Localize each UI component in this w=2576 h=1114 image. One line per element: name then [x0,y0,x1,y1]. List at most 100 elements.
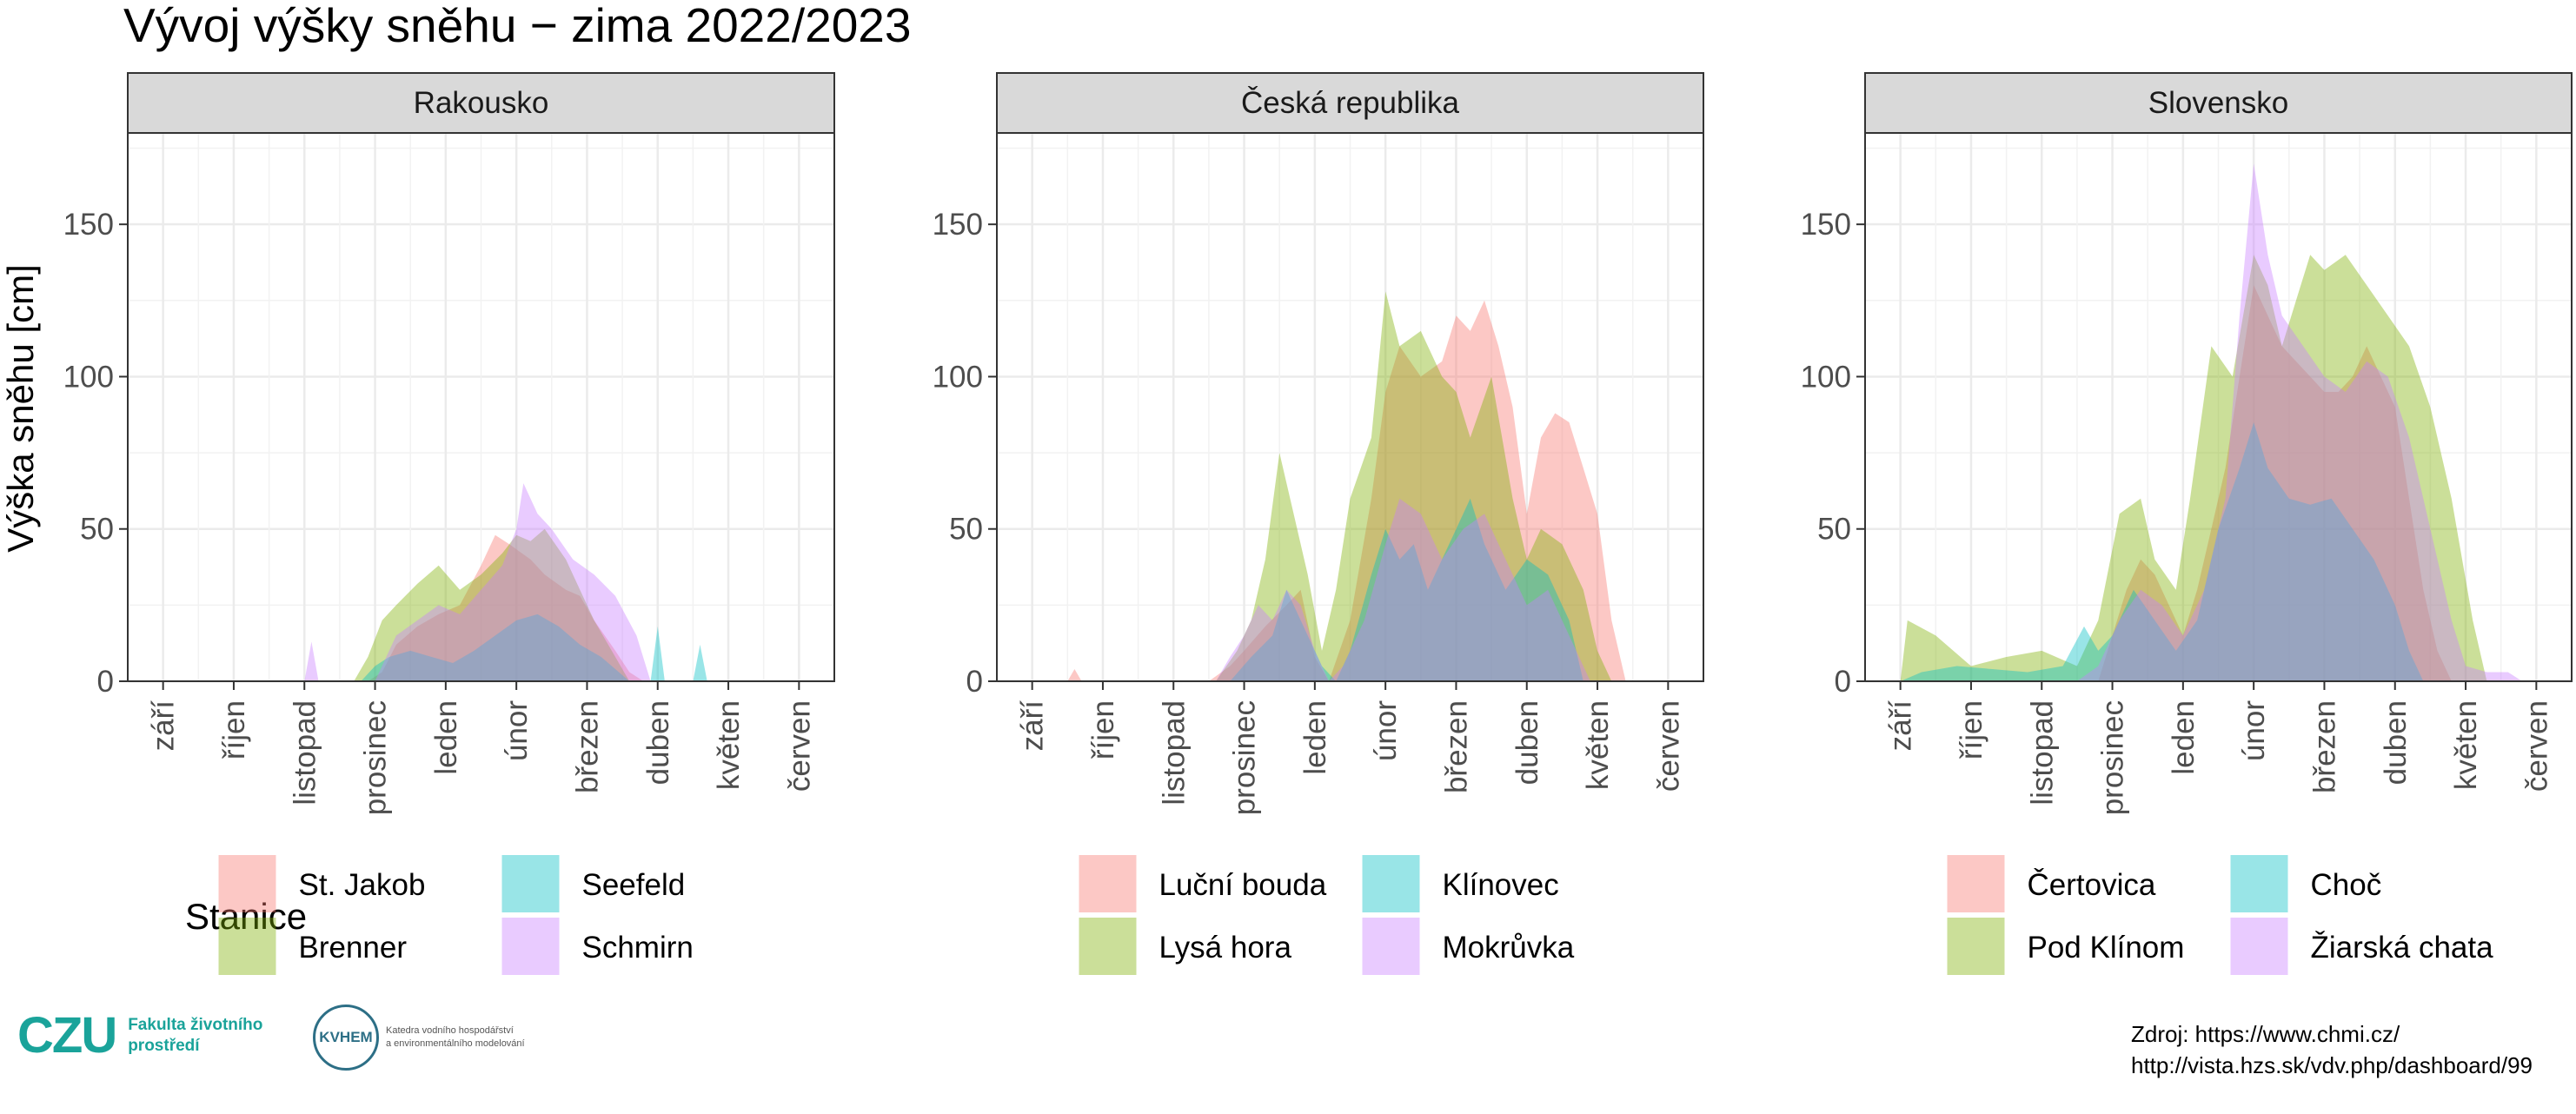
series-area--iarsk-chata [2076,163,2523,682]
x-tick-label: únor [1369,700,1403,761]
x-tick-label: září [1884,700,1918,752]
x-tick-label: prosinec [1228,700,1262,815]
x-tick-label: prosinec [2096,700,2130,815]
series-area-mokr-vka [1216,498,1590,681]
y-tick-label: 150 [933,208,983,242]
legend-key [1362,918,1420,975]
panel-1: Česká republika 0 50 100 150 září říjen listopa… [933,72,1704,975]
y-tick-label: 100 [1801,360,1851,394]
x-tick-label: květen [712,700,746,790]
panel-2: Slovensko 0 50 100 150 září říjen listopad prosi… [1801,72,2573,975]
y-tick-label: 50 [80,513,114,547]
legend-key [218,855,276,912]
x-tick-label: květen [2449,700,2483,790]
series-area-kl-novec [1230,498,1583,681]
x-tick-label: duben [2379,700,2413,785]
legend-key [1362,855,1420,912]
kvhem-logo: KVHEM Katedra vodního hospodářství a env… [313,1005,525,1071]
y-tick-label: 150 [63,208,114,242]
kvhem-logo-text: Katedra vodního hospodářství a environme… [386,1025,525,1049]
x-tick-label: říjen [217,700,251,759]
legend: Luční bouda Lysá hora Klínovec Mokrůvka [1079,855,1575,975]
x-tick-label: leden [429,700,463,775]
series-area-schmirn [304,483,651,681]
figure-title: Vývoj výšky sněhu − zima 2022/2023 [123,0,911,52]
x-tick-label: září [147,700,181,752]
y-tick-label: 0 [1835,665,1851,699]
y-tick-label: 100 [63,360,114,394]
strip-background [127,72,835,134]
legend-label: St. Jakob [299,868,426,902]
legend-title: Stanice [185,896,307,937]
legend-label: Seefeld [582,868,686,902]
y-tick-label: 100 [933,360,983,394]
x-tick-label: září [1016,700,1050,752]
legend-label: Lysá hora [1159,931,1292,965]
series-area--ertovica [2098,285,2452,681]
x-tick-label: březen [2307,700,2341,793]
facet-panels: Rakousko 0 50 100 150 září říjen listopad prosin… [63,72,2573,975]
y-axis-label: Výška sněhu [cm] [0,264,41,552]
kvhem-logo-mark: KVHEM [319,1029,373,1045]
legend-label: Čertovica [2028,868,2156,902]
source-line-2: http://vista.hzs.sk/vdv.php/dashboard/99 [2131,1052,2533,1078]
x-tick-label: červen [782,700,816,792]
x-tick-label: květen [1581,700,1615,790]
legend-label: Schmirn [582,931,694,965]
y-tick-label: 0 [966,665,983,699]
legend-key [501,855,560,912]
y-tick-label: 150 [1801,208,1851,242]
x-tick-label: únor [500,700,534,761]
czu-logo-mark: CZU [17,1007,117,1064]
y-tick-label: 0 [97,665,114,699]
legend-label: Brenner [299,931,408,965]
series-area-lys-hora [1216,291,1612,681]
series-area-pod-kl-nom [1900,255,2487,681]
legend-label: Luční bouda [1159,868,1327,902]
legend-key [1947,918,2005,975]
strip-background [1864,72,2573,134]
x-tick-label: duben [1510,700,1544,785]
legend-key [501,918,560,975]
x-tick-label: říjen [1955,700,1988,759]
strip-background [996,72,1704,134]
x-tick-label: březen [1440,700,1474,793]
x-tick-label: leden [1298,700,1332,775]
x-tick-label: červen [1651,700,1685,792]
y-tick-label: 50 [949,513,983,547]
legend-key [1079,855,1137,912]
legend-key [2230,918,2288,975]
x-tick-label: duben [641,700,675,785]
series-area-lu-n-bouda [1067,300,1626,681]
legend-key [218,918,276,975]
x-tick-label: leden [2167,700,2201,775]
panel-0: Rakousko 0 50 100 150 září říjen listopad prosin… [63,72,835,975]
panel-title: Slovensko [2148,86,2288,120]
x-tick-label: listopad [2025,700,2059,806]
czu-logo: CZU Fakulta životního prostředí [17,1006,262,1064]
y-tick-label: 50 [1817,513,1851,547]
panel-title: Česká republika [1241,86,1459,120]
x-tick-label: listopad [1157,700,1191,806]
series-area-seefeld [361,613,707,681]
source-note: Zdroj: https://www.chmi.cz/ http://vista… [2131,1018,2533,1081]
kvhem-logo-badge: KVHEM [313,1005,379,1071]
legend-label: Pod Klínom [2028,931,2185,965]
legend-label: Choč [2311,868,2382,902]
series-area-brenner [354,528,630,681]
x-tick-label: červen [2520,700,2553,792]
legend-key [1947,855,2005,912]
x-tick-label: prosinec [359,700,393,815]
czu-logo-text: Fakulta životního prostředí [128,1015,263,1055]
series-area-st-jakob [368,534,644,681]
legend-label: Klínovec [1443,868,1559,902]
series-area-cho- [1900,422,2424,681]
legend-label: Mokrůvka [1443,931,1575,965]
source-line-1: Zdroj: https://www.chmi.cz/ [2131,1021,2400,1047]
panel-title: Rakousko [414,86,549,120]
x-tick-label: únor [2237,700,2271,761]
legend: Čertovica Pod Klínom Choč Žiarská chata [1947,855,2494,975]
legend-label: Žiarská chata [2311,931,2494,965]
